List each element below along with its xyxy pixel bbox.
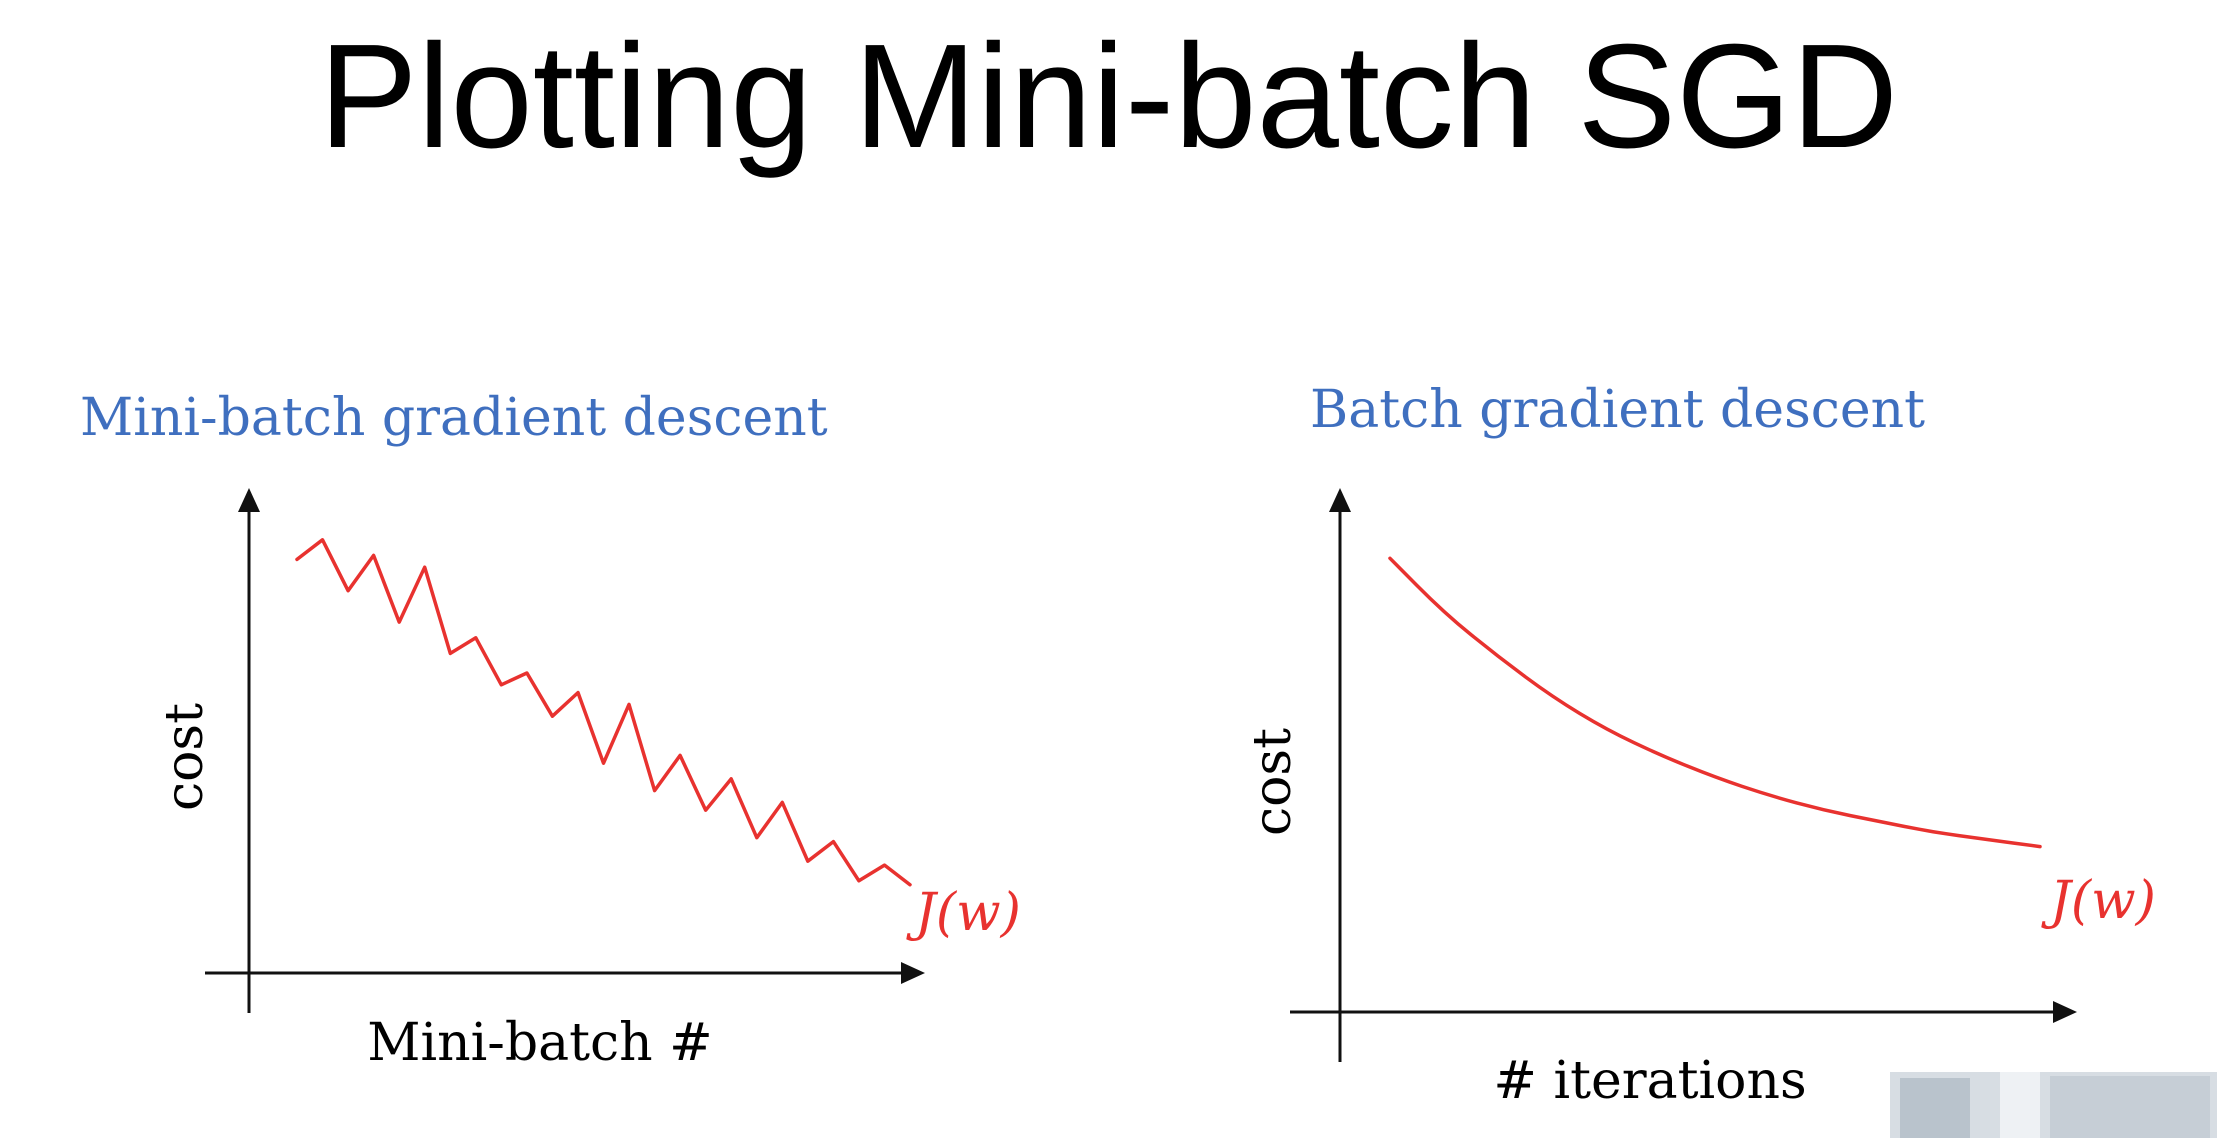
right-chart-title: Batch gradient descent (1310, 380, 1926, 440)
left-y-axis-arrow (238, 488, 260, 512)
right-y-axis-arrow (1329, 488, 1351, 512)
right-y-label: cost (1243, 728, 1303, 836)
slide-title: Plotting Mini-batch SGD (318, 14, 1899, 179)
right-x-label: # iterations (1493, 1051, 1806, 1111)
left-chart-title: Mini-batch gradient descent (80, 388, 828, 448)
right-series-label: J(w) (2041, 871, 2156, 931)
right-chart: cost # iterations J(w) (1243, 488, 2156, 1111)
left-chart: cost Mini-batch # J(w) (155, 488, 1021, 1073)
left-y-label: cost (155, 703, 215, 811)
left-x-axis-arrow (901, 962, 925, 984)
left-series-label: J(w) (906, 883, 1021, 943)
left-x-label: Mini-batch # (367, 1013, 712, 1073)
webcam-shelf (2050, 1076, 2210, 1138)
webcam-thumbnail (1890, 1072, 2217, 1138)
webcam-window (2000, 1072, 2040, 1138)
webcam-shelf (1900, 1078, 1970, 1138)
right-series-line (1388, 556, 2042, 849)
left-series-line (295, 538, 912, 887)
right-x-axis-arrow (2053, 1001, 2077, 1023)
